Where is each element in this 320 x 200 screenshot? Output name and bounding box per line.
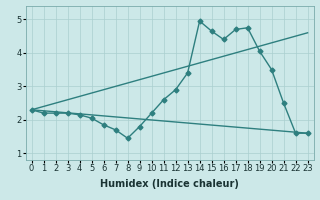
X-axis label: Humidex (Indice chaleur): Humidex (Indice chaleur) bbox=[100, 179, 239, 189]
